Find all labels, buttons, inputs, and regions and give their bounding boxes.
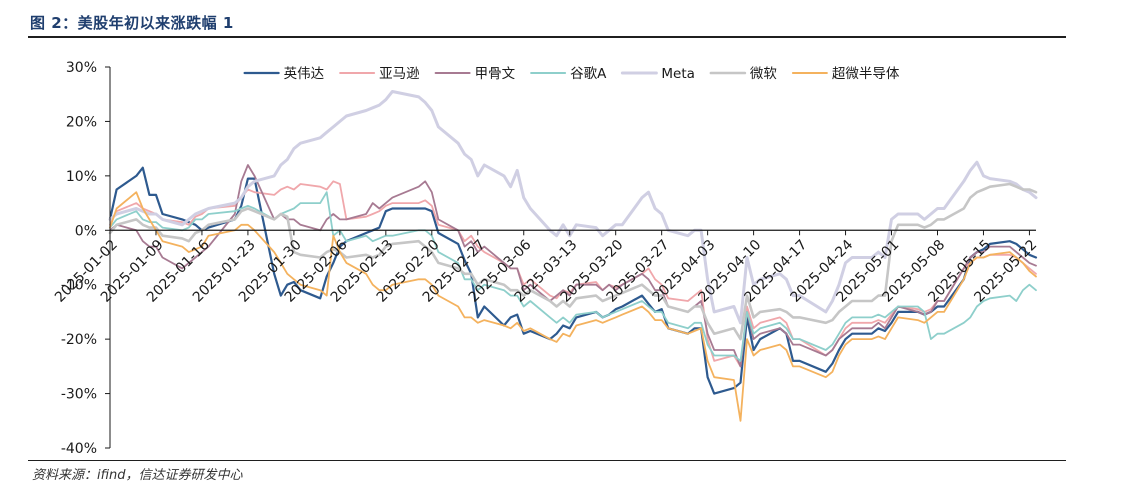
series-line-2 xyxy=(109,164,1037,368)
legend-label-1: 亚马逊 xyxy=(379,66,420,82)
y-tick-label: 20% xyxy=(66,114,97,130)
legend-label-5: 微软 xyxy=(750,66,778,82)
source-note: 资料来源：ifind，信达证券研发中心 xyxy=(32,468,243,483)
legend-label-6: 超微半导体 xyxy=(832,66,900,82)
y-tick-label: 0% xyxy=(75,223,97,239)
series-line-6 xyxy=(109,191,1037,422)
y-tick-label: -30% xyxy=(61,387,97,403)
y-tick-label: 10% xyxy=(66,169,97,185)
legend-label-4: Meta xyxy=(661,66,695,82)
series-line-0 xyxy=(108,166,1038,395)
series-layer xyxy=(108,90,1038,422)
y-tick-label: -20% xyxy=(61,332,97,348)
title-rule xyxy=(28,36,1066,38)
source-rule xyxy=(28,460,1066,461)
legend-label-3: 谷歌A xyxy=(570,66,607,82)
series-line-5 xyxy=(108,182,1038,341)
axis-layer: -40%-30%-20%-10%0%10%20%30%2025-01-02202… xyxy=(52,60,1040,457)
y-tick-label: -10% xyxy=(61,278,97,294)
y-tick-label: -40% xyxy=(61,441,97,457)
chart-legend: 英伟达 亚马逊 甲骨文 谷歌A Meta 微软 超微半导体 xyxy=(243,65,900,82)
figure-title: 图 2：美股年初以来涨跌幅 1 xyxy=(30,14,234,32)
y-tick-label: 30% xyxy=(66,60,97,76)
legend-label-0: 英伟达 xyxy=(284,65,325,82)
legend-label-2: 甲骨文 xyxy=(475,66,516,82)
series-line-4 xyxy=(108,90,1038,325)
